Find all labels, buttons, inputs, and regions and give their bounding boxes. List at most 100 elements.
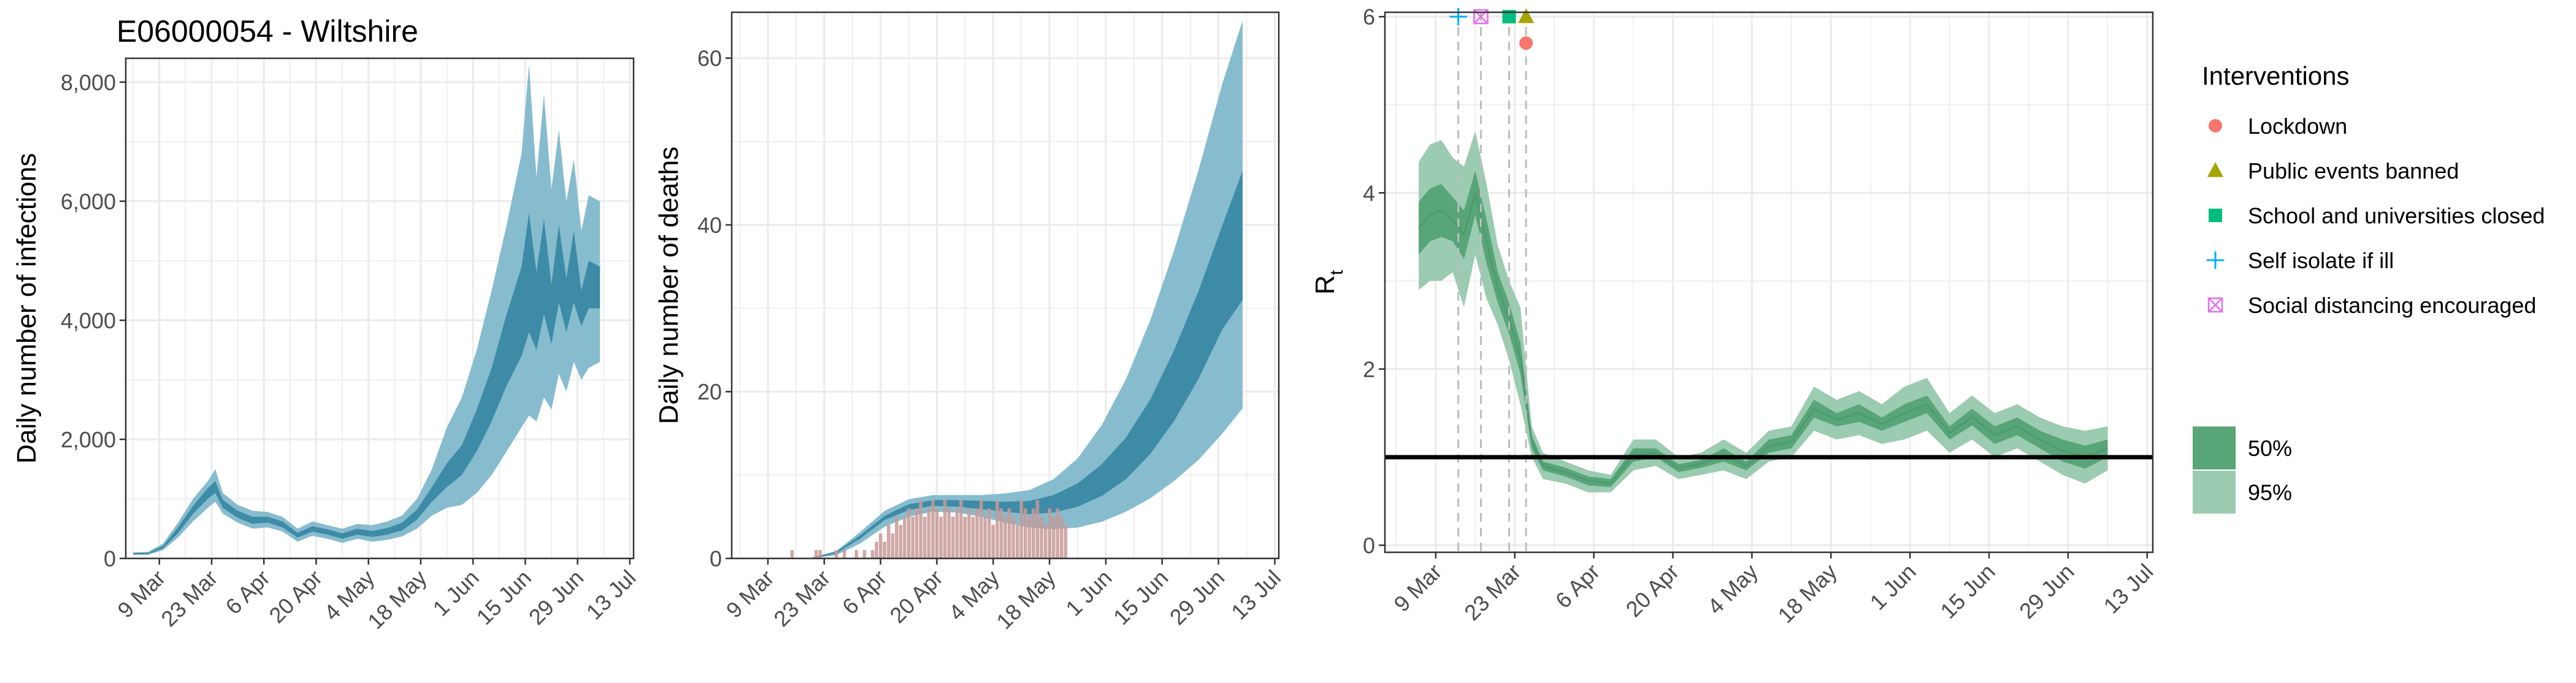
death-bar xyxy=(895,517,899,558)
death-bar xyxy=(927,508,931,558)
death-bar xyxy=(1024,508,1027,558)
death-bar xyxy=(1032,508,1035,558)
deaths-plot-frame xyxy=(730,11,1280,560)
death-bar xyxy=(1019,500,1023,558)
death-bar xyxy=(903,517,907,558)
death-bar xyxy=(947,508,951,558)
death-bar xyxy=(919,500,923,558)
deaths-y-axis: 0 20 40 60 xyxy=(697,46,732,571)
y-tick-label: 40 xyxy=(697,212,722,237)
death-bar xyxy=(891,533,895,558)
ribbon-50-p1 xyxy=(133,213,600,555)
y-tick-label: 0 xyxy=(104,546,116,571)
legend: Interventions Lockdown Public events bann… xyxy=(2193,61,2545,514)
death-bar xyxy=(1043,525,1048,558)
death-bar xyxy=(1007,508,1011,558)
intervention-marker-square xyxy=(1502,10,1516,24)
death-bar xyxy=(862,550,867,558)
death-bar xyxy=(931,500,935,558)
legend-key-triangle xyxy=(2207,162,2224,177)
death-bar xyxy=(818,550,822,558)
death-bar xyxy=(1035,500,1040,558)
death-bar xyxy=(1060,517,1064,558)
legend-intervention-items: Lockdown Public events banned School and u… xyxy=(2206,114,2545,318)
infections-plot-frame xyxy=(125,57,635,560)
infections-y-axis-label: Daily number of infections xyxy=(12,153,42,463)
death-bar xyxy=(1051,517,1056,558)
death-bar xyxy=(914,508,919,558)
death-bar xyxy=(1011,517,1015,558)
y-tick-label: 2 xyxy=(1363,357,1375,382)
death-bar xyxy=(834,550,838,558)
rt-y-axis: 0 2 4 6 xyxy=(1363,4,1385,558)
legend-label: Lockdown xyxy=(2248,114,2347,139)
ribbon-50-p2 xyxy=(812,171,1243,558)
legend-key-circle xyxy=(2209,119,2222,133)
death-bar xyxy=(987,508,991,558)
death-bar xyxy=(995,500,999,558)
y-tick-label: 20 xyxy=(697,379,722,404)
rt-median-line xyxy=(1418,192,2108,484)
death-bar xyxy=(1040,517,1043,558)
y-tick-label: 6,000 xyxy=(61,189,116,214)
legend-label: Social distancing encouraged xyxy=(2248,293,2536,318)
death-bar xyxy=(911,517,914,558)
death-bar xyxy=(1027,517,1032,558)
death-bar xyxy=(991,525,995,558)
death-bar xyxy=(790,550,794,558)
y-tick-label: 4,000 xyxy=(61,308,116,333)
intervention-marker-triangle xyxy=(1517,8,1535,23)
legend-title: Interventions xyxy=(2202,61,2349,90)
rt-marks xyxy=(1385,7,2153,552)
y-tick-label: 0 xyxy=(710,546,722,571)
death-bar xyxy=(979,500,983,558)
death-bar xyxy=(878,533,883,558)
rt-plot-frame xyxy=(1384,11,2154,554)
y-tick-label: 4 xyxy=(1363,180,1375,206)
legend-key-square xyxy=(2209,209,2222,222)
death-bar xyxy=(939,517,943,558)
death-bar xyxy=(983,517,987,558)
ribbon-95-p3 xyxy=(1419,131,2108,493)
death-bar xyxy=(959,500,963,558)
legend-key-boxed-x xyxy=(2207,297,2223,313)
legend-ribbon-label: 95% xyxy=(2248,480,2292,505)
death-bar xyxy=(955,508,959,558)
death-bar xyxy=(1003,517,1007,558)
y-tick-label: 8,000 xyxy=(61,70,116,95)
figure-title: E06000054 - Wiltshire xyxy=(117,14,418,48)
death-bar xyxy=(883,541,886,558)
death-bar xyxy=(907,508,911,558)
death-bar xyxy=(875,541,878,558)
rt-y-axis-label: Rt xyxy=(1310,269,1347,295)
death-bar xyxy=(963,517,967,558)
death-bar xyxy=(1015,525,1019,558)
death-bar xyxy=(1056,508,1060,558)
legend-label: Self isolate if ill xyxy=(2248,248,2394,273)
intervention-marker-plus xyxy=(1449,7,1467,26)
deaths-marks xyxy=(790,20,1243,559)
death-bar xyxy=(951,517,955,558)
intervention-marker-circle xyxy=(1519,36,1533,50)
death-bar xyxy=(935,508,939,558)
death-bar xyxy=(887,525,891,558)
death-bar xyxy=(943,500,947,558)
death-bar xyxy=(870,550,875,558)
legend-key-plus xyxy=(2206,251,2225,269)
deaths-y-axis-label: Daily number of deaths xyxy=(654,147,684,424)
death-bar xyxy=(923,517,927,558)
rt-y-axis-label-subscript: t xyxy=(1327,269,1347,275)
death-bar xyxy=(975,508,979,558)
death-bar xyxy=(842,550,846,558)
legend-ribbon-items: 50% 95% xyxy=(2193,426,2292,514)
y-tick-label: 2,000 xyxy=(61,427,116,452)
death-bar xyxy=(899,525,903,558)
death-bar xyxy=(1048,508,1051,558)
y-tick-label: 6 xyxy=(1363,4,1375,29)
ribbon-50-p3 xyxy=(1419,171,2108,487)
infections-y-axis: 0 2,000 4,000 6,000 8,000 xyxy=(61,70,126,571)
y-tick-label: 0 xyxy=(1363,533,1375,558)
death-bar xyxy=(814,550,818,558)
